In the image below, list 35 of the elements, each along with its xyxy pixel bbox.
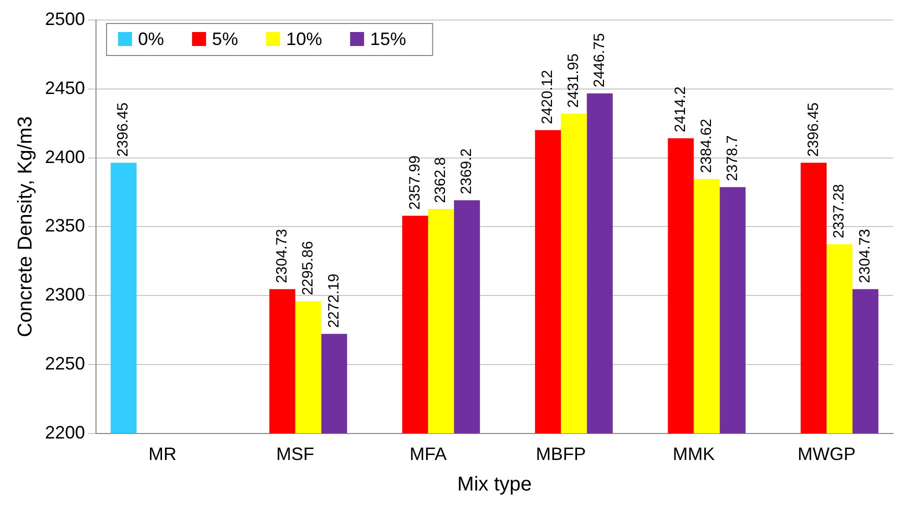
y-tick-label: 2500	[44, 8, 86, 29]
data-label: 2396.45	[114, 102, 132, 157]
x-tick-label: MBFP	[536, 444, 586, 464]
y-tick-label: 2450	[44, 78, 86, 98]
y-tick-label: 2350	[44, 216, 86, 236]
data-label: 2362.8	[432, 157, 450, 204]
legend-label: 5%	[212, 28, 238, 49]
data-label: 2431.95	[565, 54, 582, 108]
x-tick-label: MSF	[276, 444, 314, 464]
data-label: 2304.73	[273, 228, 290, 284]
data-label: 2304.73	[856, 228, 874, 284]
data-label: 2357.99	[406, 155, 424, 210]
x-tick-label: MR	[148, 444, 176, 464]
data-label: 2295.86	[299, 241, 316, 296]
legend-label: 10%	[286, 28, 322, 49]
data-label: 2414.2	[672, 86, 689, 132]
y-tick-label: 2200	[44, 422, 86, 442]
legend-label: 0%	[138, 28, 164, 49]
data-label: 2369.2	[458, 148, 476, 194]
x-tick-label: MFA	[410, 444, 447, 464]
y-axis-title: Concrete Density, Kg/m3	[14, 116, 37, 338]
y-tick-label: 2400	[44, 146, 86, 167]
x-tick-label: MWGP	[798, 444, 856, 464]
legend-label: 15%	[370, 28, 406, 49]
data-label: 2337.28	[830, 184, 848, 238]
data-label: 2272.19	[325, 274, 342, 328]
x-tick-label: MMK	[672, 444, 715, 464]
data-label: 2396.45	[804, 102, 822, 157]
data-label: 2384.62	[698, 118, 715, 173]
y-tick-label: 2250	[44, 353, 86, 374]
data-label: 2446.75	[590, 33, 608, 88]
data-label: 2420.12	[539, 70, 556, 124]
x-axis-title: Mix type	[457, 474, 532, 496]
data-label: 2378.7	[724, 135, 741, 182]
y-tick-label: 2300	[44, 284, 86, 305]
